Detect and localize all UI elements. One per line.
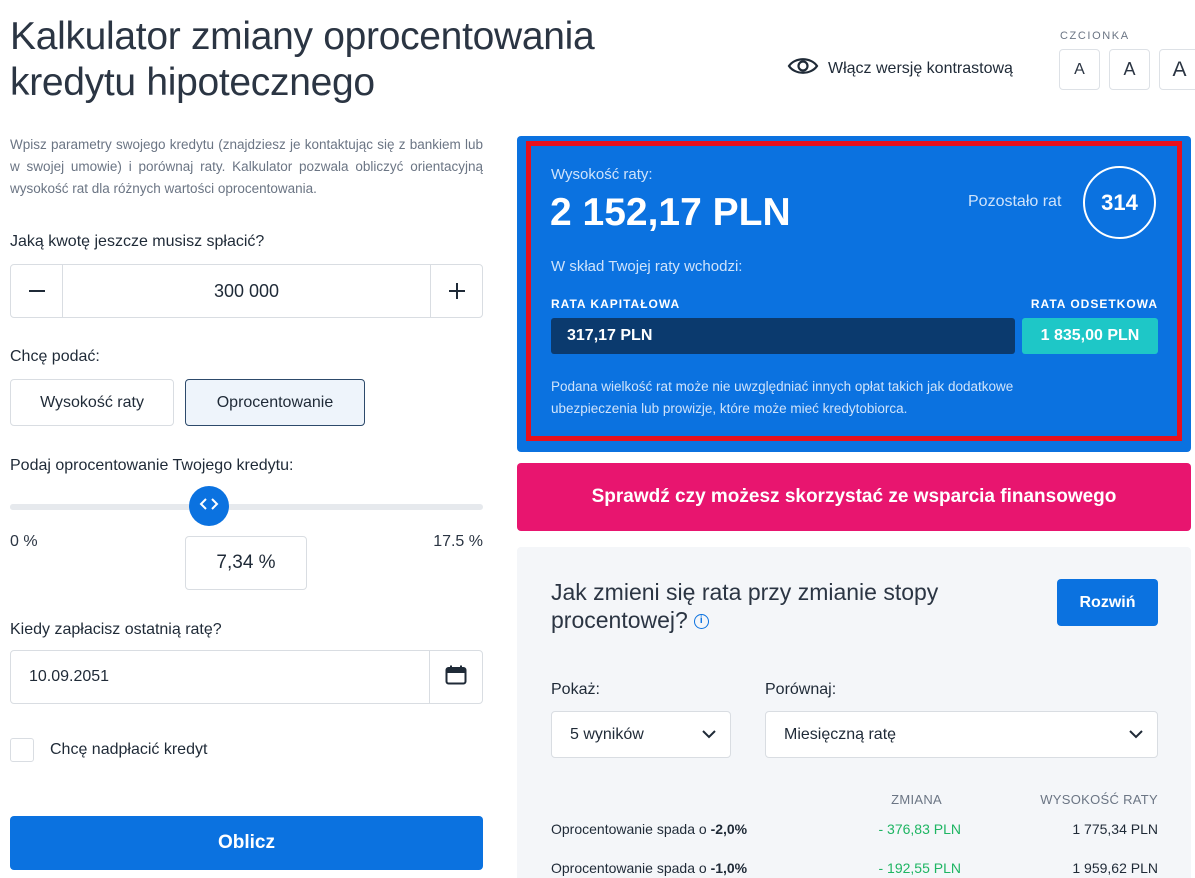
compare-select[interactable]: Miesięczną ratę [765,711,1158,758]
rate-change-panel: Jak zmieni się rata przy zmianie stopy p… [517,547,1191,878]
remaining-count: 314 [1083,166,1156,239]
show-label: Pokaż: [551,681,600,698]
slider-min-label: 0 % [10,533,38,550]
rate-change-title: Jak zmieni się rata przy zmianie stopy p… [551,578,991,634]
row-description-text: Oprocentowanie spada o [551,821,711,837]
row-change: - 376,83 PLN [878,821,962,837]
compare-label: Porównaj: [765,681,837,698]
last-payment-input[interactable]: 10.09.2051 [29,668,110,685]
minus-icon [28,276,46,307]
last-payment-field: 10.09.2051 [10,650,483,704]
checkbox-box[interactable] [10,738,34,762]
overpay-label: Chcę nadpłacić kredyt [50,741,208,758]
remaining-label: Pozostało rat [968,193,1062,210]
last-payment-label: Kiedy zapłacisz ostatnią ratę? [10,621,222,638]
table-row: Oprocentowanie spada o -2,0% - 376,83 PL… [551,821,1158,843]
installment-value: 2 152,17 PLN [550,191,791,234]
row-amount: 1 775,34 PLN [1072,821,1158,837]
font-size-medium-button[interactable]: A [1109,49,1150,90]
font-size-large-button[interactable]: A [1159,49,1195,90]
rate-change-title-text: Jak zmieni się rata przy zmianie stopy p… [551,579,939,633]
show-select-value: 5 wyników [570,725,644,743]
show-select[interactable]: 5 wyników [551,711,731,758]
font-size-label: CZCIONKA [1060,30,1130,42]
chevron-down-icon [1129,726,1143,744]
row-change: - 192,55 PLN [878,860,962,876]
row-description: Oprocentowanie spada o -2,0% [551,821,747,837]
give-label: Chcę podać: [10,348,100,365]
contrast-toggle[interactable]: Włącz wersję kontrastową [787,56,1013,81]
column-header-amount: WYSOKOŚĆ RATY [1040,792,1158,807]
option-interest-button[interactable]: Oprocentowanie [185,379,365,426]
info-icon[interactable]: i [693,614,709,630]
page-title-line1: Kalkulator zmiany oprocentowania [10,15,595,58]
font-size-controls: A A A [1059,49,1195,90]
calendar-icon [445,665,467,690]
eye-icon [787,56,819,81]
interest-slider-handle[interactable] [188,486,229,526]
font-size-small-button[interactable]: A [1059,49,1100,90]
increase-button[interactable] [430,265,482,317]
page-title-line2: kredytu hipotecznego [10,61,375,104]
row-delta: -2,0% [710,821,748,837]
row-delta: -1,0% [710,860,748,876]
intro-text: Wpisz parametry swojego kredytu (znajdzi… [10,137,483,196]
row-description: Oprocentowanie spada o -1,0% [551,860,747,876]
compare-select-value: Miesięczną ratę [784,725,897,743]
row-description-text: Oprocentowanie spada o [551,860,711,876]
result-note: Podana wielkość rat może nie uwzględniać… [551,379,1014,416]
calendar-button[interactable] [429,651,482,703]
amount-input[interactable]: 300 000 [213,280,280,301]
capital-label: RATA KAPITAŁOWA [551,297,681,311]
slider-max-label: 17.5 % [433,533,483,550]
interest-slider-track[interactable] [10,504,483,510]
interest-slider-fill [10,504,209,510]
breakdown-label: W skład Twojej raty wchodzi: [551,258,743,275]
decrease-button[interactable] [11,265,63,317]
calculate-button[interactable]: Oblicz [10,816,483,870]
result-card: Wysokość raty: 2 152,17 PLN Pozostało ra… [517,136,1191,452]
plus-icon [448,276,466,307]
capital-bar: 317,17 PLN [551,318,1015,354]
overpay-checkbox[interactable]: Chcę nadpłacić kredyt [10,738,207,762]
chevron-down-icon [702,726,716,744]
highlight-frame [526,141,1182,441]
financial-support-button[interactable]: Sprawdź czy możesz skorzystać ze wsparci… [517,463,1191,531]
amount-stepper: 300 000 [10,264,483,318]
interest-input[interactable]: 7,34 % [185,536,307,590]
interest-bar: 1 835,00 PLN [1022,318,1158,354]
expand-button[interactable]: Rozwiń [1057,579,1158,626]
table-row: Oprocentowanie spada o -1,0% - 192,55 PL… [551,860,1158,878]
row-amount: 1 959,62 PLN [1072,860,1158,876]
contrast-label: Włącz wersję kontrastową [828,59,1013,77]
column-header-change: ZMIANA [891,792,942,807]
option-installment-button[interactable]: Wysokość raty [10,379,174,426]
page-title: Kalkulator zmiany oprocentowania kredytu… [10,14,595,106]
interest-part-label: RATA ODSETKOWA [1030,297,1158,311]
chevrons-horizontal-icon [199,497,219,515]
installment-label: Wysokość raty: [551,166,653,183]
interest-label: Podaj oprocentowanie Twojego kredytu: [10,457,294,474]
amount-label: Jaką kwotę jeszcze musisz spłacić? [10,233,265,250]
